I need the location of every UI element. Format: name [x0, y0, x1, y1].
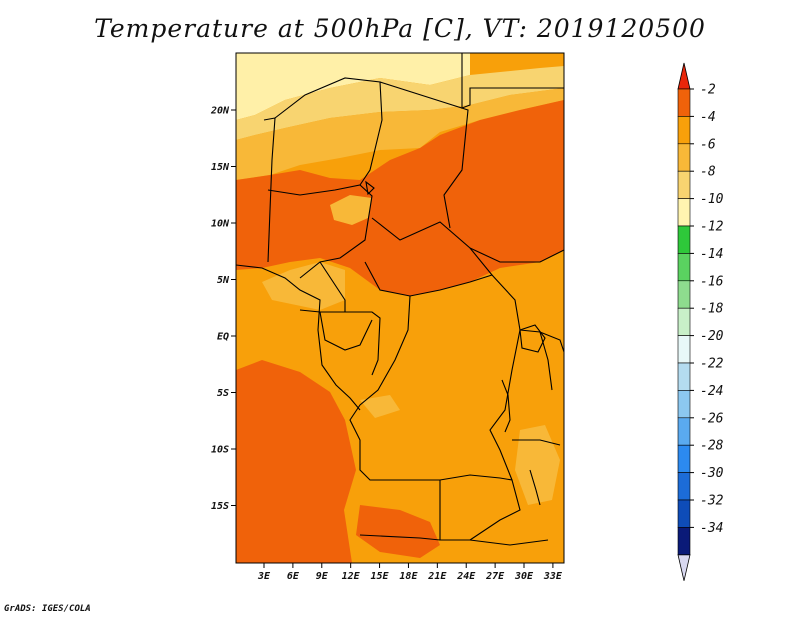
border-north-west	[263, 117, 276, 263]
field-orange-light-patch-coast	[262, 262, 345, 310]
field-yellow-region	[236, 66, 564, 140]
colorbar-label: -26	[700, 411, 724, 426]
lat-tick-label: 10S	[211, 445, 229, 456]
colorbar-swatch	[677, 253, 691, 282]
colorbar-label: -34	[700, 521, 723, 536]
colorbar-swatch	[677, 143, 691, 172]
colorbar-swatch	[677, 307, 691, 336]
lon-tick-label: 9E	[316, 571, 329, 582]
latitude-axis: 20N 15N 10N 5N EQ 5S 10S 15S	[210, 106, 236, 512]
field-yellow-light-region	[236, 53, 470, 120]
border-libya-egypt	[461, 53, 564, 109]
colorbar-label: -16	[700, 274, 724, 289]
country-outlines	[236, 53, 564, 546]
colorbar-swatch	[677, 280, 691, 309]
lat-tick-label: 5S	[217, 388, 229, 399]
colorbar-bottom-arrow	[677, 554, 691, 581]
colorbar-swatch	[677, 417, 691, 446]
lon-tick-label: 12E	[342, 571, 361, 582]
colorbar-label: -28	[700, 439, 724, 454]
lon-tick-label: 18E	[399, 571, 418, 582]
lat-tick-label: 5N	[217, 275, 230, 286]
colorbar-label: -22	[700, 357, 724, 372]
lat-tick-label: 20N	[210, 106, 230, 117]
field-orange-dark-sahel	[236, 100, 564, 296]
colorbar-label: -2	[700, 83, 716, 98]
colorbar-swatch	[677, 499, 691, 528]
lat-tick-label: 15N	[211, 162, 230, 173]
lake-victoria	[519, 324, 546, 353]
colorbar-top-arrow	[677, 62, 691, 90]
border-drc	[349, 295, 470, 541]
temperature-field	[236, 53, 564, 563]
lat-tick-label: 10N	[211, 219, 230, 230]
colorbar-label: -20	[700, 329, 724, 344]
colorbar-label: -30	[700, 466, 724, 481]
colorbar-swatch	[677, 335, 691, 364]
border-chad-east	[379, 81, 469, 229]
colorbar-swatch	[677, 225, 691, 254]
field-orange-dark-south	[356, 505, 440, 558]
colorbar-label: -4	[700, 110, 716, 125]
colorbar-swatch	[677, 198, 691, 227]
lon-tick-label: 15E	[371, 571, 390, 582]
longitude-axis: 3E 6E 9E 12E 15E 18E 21E 24E 27E 30E 33E	[257, 563, 563, 582]
grads-credit: GrADS: IGES/COLA	[4, 604, 91, 614]
lake-malawi	[529, 469, 541, 506]
lon-tick-label: 3E	[257, 571, 271, 582]
colorbar: -2 -4 -6 -8 -10 -12 -14 -16 -18 -20 -22 -24 -26 -28 -3…	[677, 62, 724, 581]
border-car	[364, 217, 493, 297]
colorbar-label: -18	[700, 302, 724, 317]
lon-tick-label: 33E	[543, 571, 563, 582]
field-orange-light-patch-north	[330, 195, 372, 225]
colorbar-swatch	[677, 116, 691, 145]
field-orange-light-congo	[360, 395, 400, 418]
border-nigeria	[267, 184, 373, 279]
colorbar-label: -6	[700, 137, 716, 152]
lon-tick-label: 27E	[485, 571, 505, 582]
colorbar-label: -12	[700, 220, 724, 235]
map-frame	[235, 52, 565, 564]
colorbar-swatch	[677, 88, 691, 117]
field-orange-light-north	[236, 88, 564, 180]
lat-tick-label: EQ	[217, 332, 229, 343]
coast-west-africa	[236, 264, 361, 411]
colorbar-label: -10	[700, 192, 724, 207]
colorbar-swatch	[677, 444, 691, 473]
colorbar-swatch	[677, 170, 691, 199]
lon-tick-label: 24E	[456, 571, 476, 582]
field-orange-dark-atlantic	[236, 360, 356, 563]
colorbar-swatch	[677, 362, 691, 391]
lon-tick-label: 6E	[287, 571, 300, 582]
chart-title: Temperature at 500hPa [C], VT: 201912050…	[94, 14, 706, 43]
colorbar-label: -24	[700, 384, 723, 399]
border-east-africa	[512, 329, 564, 446]
colorbar-swatch	[677, 527, 691, 556]
lake-tanganyika	[501, 379, 511, 433]
lake-chad	[365, 180, 375, 196]
field-orange-light-southeast	[515, 425, 560, 505]
border-angola-zambia	[439, 474, 521, 541]
colorbar-swatch	[677, 390, 691, 419]
colorbar-label: -32	[700, 494, 724, 509]
colorbar-swatch	[677, 472, 691, 501]
border-drc-east	[489, 274, 521, 481]
border-cameroon-congo	[319, 261, 381, 376]
lat-tick-label: 15S	[211, 501, 229, 512]
border-south	[359, 534, 549, 546]
lon-tick-label: 30E	[514, 571, 534, 582]
lon-tick-label: 21E	[427, 571, 447, 582]
border-sudan-ss	[469, 247, 564, 263]
border-gabon	[299, 309, 373, 351]
colorbar-label: -8	[700, 165, 716, 180]
colorbar-label: -14	[700, 247, 723, 262]
